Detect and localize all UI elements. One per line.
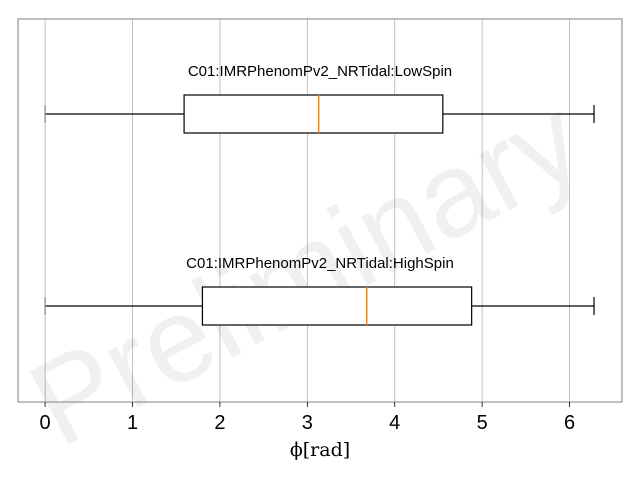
x-axis-label: ϕ[rad]	[290, 439, 350, 461]
x-tick-label: 1	[127, 412, 138, 434]
x-tick-label: 6	[564, 412, 575, 434]
x-axis: 0 1 2 3 4 5 6	[40, 402, 575, 434]
x-tick-label: 3	[302, 412, 313, 434]
x-tick-label: 2	[214, 412, 225, 434]
x-tick-label: 5	[477, 412, 488, 434]
box-label: C01:IMRPhenomPv2_NRTidal:LowSpin	[188, 63, 452, 80]
box	[183, 94, 444, 134]
box-plot: C01:IMRPhenomPv2_NRTidal:HighSpin	[44, 255, 595, 326]
x-tick-label: 4	[389, 412, 400, 434]
plot-frame	[17, 18, 623, 403]
box-plots: C01:IMRPhenomPv2_NRTidal:LowSpin C01:IMRP…	[44, 63, 595, 326]
box-label: C01:IMRPhenomPv2_NRTidal:HighSpin	[186, 255, 454, 272]
box	[201, 286, 473, 326]
grid-lines	[44, 19, 570, 402]
box-plot: C01:IMRPhenomPv2_NRTidal:LowSpin	[44, 63, 595, 134]
x-tick-label: 0	[40, 412, 51, 434]
